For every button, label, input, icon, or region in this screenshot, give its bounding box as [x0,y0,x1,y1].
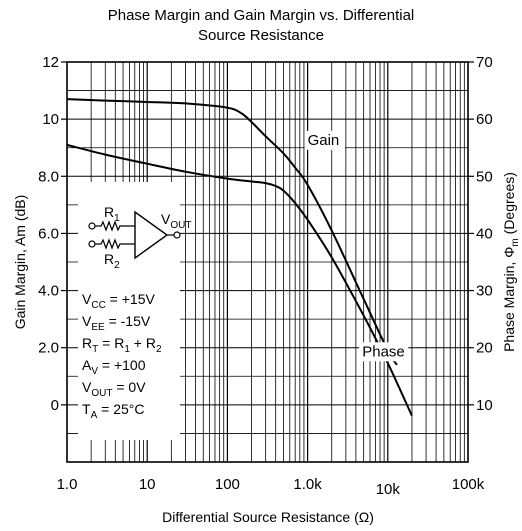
annotation-background [304,130,345,150]
x-tick-label: 100 [215,476,240,493]
series-line-gain [66,98,398,366]
y-right-tick-label: 40 [476,225,493,242]
amplifier-schematic: R1 R2 VOUT [88,204,191,271]
series-annotation-gain: Gain [308,132,340,149]
series [66,98,413,417]
condition-line: AV = +100 [82,357,146,377]
y-left-tick-label: 2.0 [38,340,59,357]
x-tick-label: 10k [376,481,401,498]
y-right-tick-label: 70 [476,54,493,71]
chart-title-line-2: Source Resistance [198,27,324,44]
condition-line: TA = 25°C [82,401,144,421]
r2-label: R2 [104,251,120,271]
y-right-tick-label: 60 [476,111,493,128]
y-left-tick-label: 4.0 [38,283,59,300]
y-right-tick-label: 30 [476,283,493,300]
y-left-tick-label: 8.0 [38,168,59,185]
condition-line: VEE = -15V [82,313,151,333]
y-left-tick-label: 6.0 [38,225,59,242]
input-2-terminal [88,240,96,248]
resistor-r2-icon [95,238,135,250]
series-line-phase [66,143,413,417]
y-right-tick-label: 50 [476,168,493,185]
y-left-tick-label: 0 [51,397,59,414]
condition-line: VOUT = 0V [82,379,146,399]
condition-line: VCC = +15V [82,291,156,311]
x-tick-label: 1.0k [293,476,322,493]
x-tick-label: 1.0 [57,476,78,493]
y-right-tick-label: 10 [476,397,493,414]
y-left-axis-title: Gain Margin, Am (dB) [12,195,28,330]
op-amp-triangle-icon [134,210,169,260]
x-tick-label: 10 [139,476,156,493]
y-left-tick-label: 12 [42,54,59,71]
series-annotation-phase: Phase [362,343,405,360]
x-axis-title: Differential Source Resistance (Ω) [162,509,374,525]
input-1-terminal [88,222,96,230]
condition-line: RT = R1 + R2 [82,335,162,355]
plot-frame [66,61,469,463]
resistor-r1-icon [95,220,135,232]
axis-ticks: 0 2.0 4.0 6.0 8.0 10 12 10 20 30 40 50 60 70 1.0 10 100 1… [38,54,493,498]
y-left-tick-label: 10 [42,111,59,128]
annotation-background [359,342,409,362]
axis-labels: Gain Phase Differential Source Resistance … [12,130,521,525]
r1-label: R1 [104,204,120,224]
y-right-tick-label: 20 [476,340,493,357]
y-right-axis-title: Phase Margin, Φm (Degrees) [501,172,521,352]
chart-title-line-1: Phase Margin and Gain Margin vs. Differe… [107,7,415,24]
vout-label: VOUT [161,211,191,231]
output-terminal [173,231,181,239]
x-tick-label: 100k [452,476,485,493]
